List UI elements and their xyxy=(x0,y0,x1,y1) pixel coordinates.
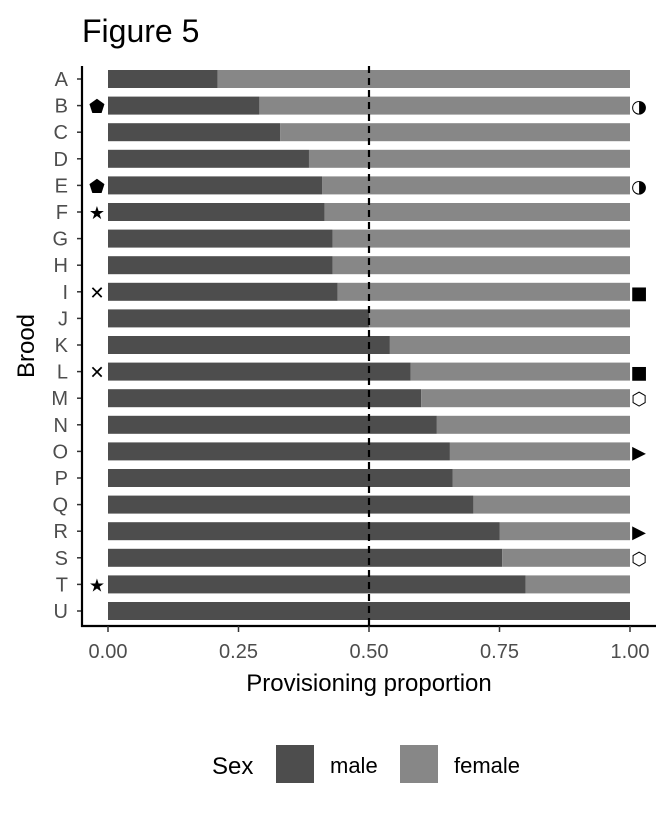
bar-female-l xyxy=(410,362,630,381)
bar-male-o xyxy=(108,442,450,461)
bar-female-b xyxy=(259,96,630,115)
right-marker-r: ▶ xyxy=(632,522,646,543)
right-marker-e: ◑ xyxy=(631,176,647,197)
bar-female-e xyxy=(322,176,630,195)
y-tick-label-n: N xyxy=(54,415,68,437)
bar-male-i xyxy=(108,282,338,301)
bar-female-m xyxy=(421,389,630,408)
legend-label-male: male xyxy=(330,753,378,778)
bar-female-g xyxy=(332,229,630,248)
bar-female-f xyxy=(324,203,630,221)
y-tick-label-m: M xyxy=(51,388,68,410)
bar-male-a xyxy=(108,70,218,88)
bar-male-g xyxy=(108,229,333,248)
bar-male-c xyxy=(108,123,281,142)
legend-swatch-female xyxy=(400,745,438,783)
y-tick-label-t: T xyxy=(56,574,68,596)
bar-female-o xyxy=(449,442,630,461)
bar-male-p xyxy=(108,469,453,487)
right-marker-l: ■ xyxy=(630,363,647,384)
y-tick-label-l: L xyxy=(57,362,68,384)
bar-female-a xyxy=(217,70,630,88)
right-marker-b: ◑ xyxy=(631,97,647,118)
bar-female-s xyxy=(502,548,630,567)
legend-swatch-male xyxy=(276,745,314,783)
y-tick-label-d: D xyxy=(54,149,68,171)
y-tick-label-k: K xyxy=(55,335,69,357)
x-axis-title: Provisioning proportion xyxy=(246,670,491,697)
y-tick-label-u: U xyxy=(54,601,68,623)
y-tick-label-b: B xyxy=(55,96,68,118)
legend: Sex male female xyxy=(212,745,520,783)
bar-male-q xyxy=(108,495,474,514)
x-tick-label-3: 0.75 xyxy=(480,641,519,663)
bar-male-s xyxy=(108,548,503,567)
y-tick-label-j: J xyxy=(58,308,68,330)
left-marker-t: ★ xyxy=(89,575,105,596)
bar-male-f xyxy=(108,203,325,221)
bar-female-c xyxy=(280,123,630,142)
left-marker-f: ★ xyxy=(89,203,105,224)
bar-male-j xyxy=(108,309,369,328)
bar-female-n xyxy=(436,415,630,434)
bar-female-h xyxy=(332,256,630,275)
bar-male-e xyxy=(108,176,323,195)
x-tick-label-1: 0.25 xyxy=(219,641,258,663)
y-tick-label-e: E xyxy=(55,175,68,197)
bar-male-k xyxy=(108,336,390,354)
bar-female-d xyxy=(308,149,630,168)
bar-female-r xyxy=(499,522,630,541)
y-tick-label-q: Q xyxy=(52,495,68,517)
y-tick-label-o: O xyxy=(52,441,68,463)
y-tick-label-h: H xyxy=(54,255,68,277)
left-marker-l: ✕ xyxy=(89,363,104,384)
y-tick-label-r: R xyxy=(54,521,68,543)
y-tick-label-a: A xyxy=(55,69,69,91)
right-marker-o: ▶ xyxy=(632,442,646,463)
x-tick-label-4: 1.00 xyxy=(611,641,650,663)
bar-male-d xyxy=(108,149,309,168)
y-tick-label-g: G xyxy=(52,229,68,251)
right-marker-i: ■ xyxy=(630,283,647,304)
bar-female-k xyxy=(389,336,630,354)
bar-male-t xyxy=(108,575,526,594)
y-axis-title: Brood xyxy=(13,314,40,378)
bar-female-t xyxy=(525,575,630,594)
left-marker-b: ⬟ xyxy=(89,97,105,118)
bar-male-n xyxy=(108,415,437,434)
legend-label-female: female xyxy=(454,753,520,778)
bar-male-m xyxy=(108,389,422,408)
y-tick-label-i: I xyxy=(62,282,68,304)
bar-male-h xyxy=(108,256,333,275)
bar-female-p xyxy=(452,469,630,487)
left-marker-i: ✕ xyxy=(89,283,104,304)
bar-female-q xyxy=(473,495,630,514)
right-marker-s: ⬡ xyxy=(631,549,647,570)
bar-male-r xyxy=(108,522,500,541)
y-tick-label-f: F xyxy=(56,202,68,224)
x-tick-label-2: 0.50 xyxy=(350,641,389,663)
chart-title: Figure 5 xyxy=(82,13,199,49)
bar-male-l xyxy=(108,362,411,381)
left-marker-e: ⬟ xyxy=(89,176,105,197)
plot-area: AB ⬟ ◑ CDE ⬟ ◑ F ★ GHI ✕ ■ JKL ✕ ■ M ⬡ NO ▶ PQR ▶ S ⬡ T ★ U 0.00 0… xyxy=(51,66,656,663)
bar-female-i xyxy=(337,282,630,301)
right-marker-m: ⬡ xyxy=(631,389,647,410)
bar-female-j xyxy=(369,309,630,328)
legend-title: Sex xyxy=(212,753,253,780)
y-tick-label-p: P xyxy=(55,468,68,490)
bar-male-b xyxy=(108,96,260,115)
y-tick-label-c: C xyxy=(54,122,68,144)
y-tick-label-s: S xyxy=(55,548,68,570)
x-tick-label-0: 0.00 xyxy=(89,641,128,663)
